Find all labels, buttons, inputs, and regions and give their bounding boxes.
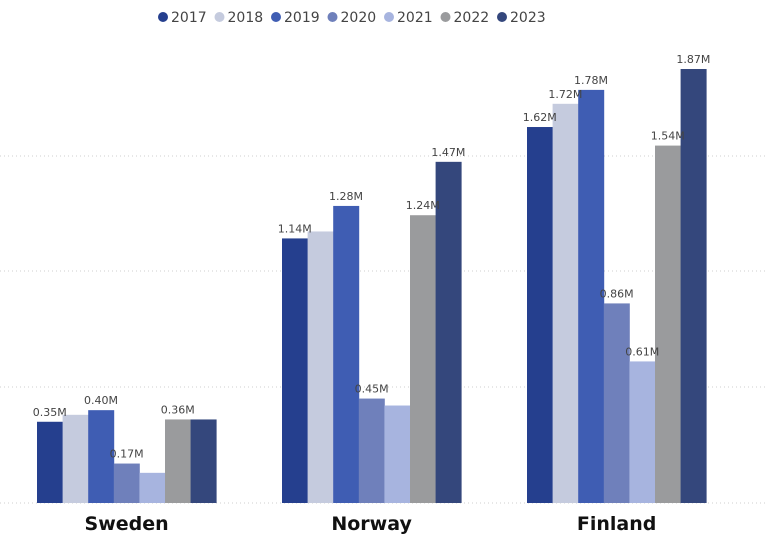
legend-label: 2019 (284, 10, 320, 26)
data-labels: 0.35M 0.40M 0.17M 0.36M 1.14M 1.28M 0.45M 1.24M… (33, 53, 711, 461)
data-label: 0.45M (355, 383, 389, 396)
bar-finland-2019 (578, 89, 605, 504)
category-label: Norway (331, 513, 412, 535)
bar-sweden-2022 (165, 419, 191, 503)
legend-label: 2018 (228, 10, 264, 26)
legend-item: 2022 (440, 10, 490, 26)
bar-sweden-2018 (62, 414, 89, 503)
data-label: 1.87M (676, 53, 710, 66)
data-label: 0.35M (33, 406, 67, 419)
legend-label: 2020 (341, 10, 377, 26)
bar-finland-2018 (552, 103, 579, 503)
data-label: 1.47M (431, 146, 465, 159)
bar-finland-2023 (680, 69, 707, 503)
bar-sweden-2019 (88, 410, 115, 503)
data-label: 1.24M (406, 199, 440, 212)
category-label: Finland (577, 513, 656, 535)
bar-norway-2023 (435, 161, 462, 503)
data-label: 1.78M (574, 74, 608, 87)
data-label: 1.72M (548, 88, 582, 101)
data-label: 0.61M (625, 345, 659, 358)
legend-item: 2021 (384, 10, 433, 26)
legend-marker (327, 12, 338, 22)
legend-item: 2018 (214, 10, 264, 26)
bar-norway-2019 (333, 205, 360, 503)
legend-item: 2020 (327, 10, 377, 26)
legend-marker (214, 12, 225, 22)
data-label: 1.28M (329, 190, 363, 203)
bars (37, 69, 707, 504)
bar-sweden-2021 (139, 472, 166, 503)
legend-item: 2019 (271, 10, 320, 26)
data-label: 0.36M (161, 403, 195, 416)
bar-sweden-2023 (190, 419, 217, 503)
legend-marker (440, 12, 451, 22)
bar-norway-2020 (358, 398, 385, 503)
bar-norway-2021 (384, 405, 411, 503)
legend: 2017 2018 2019 2020 2021 2022 2023 (158, 10, 546, 26)
legend-label: 2022 (454, 10, 490, 26)
data-label: 0.17M (110, 448, 144, 461)
bar-sweden-2020 (113, 463, 140, 503)
legend-label: 2017 (171, 10, 207, 26)
category-label: Sweden (85, 513, 169, 535)
data-label: 0.40M (84, 394, 118, 407)
bar-norway-2022 (410, 215, 436, 503)
category-labels: Sweden Norway Finland (85, 513, 657, 535)
bar-finland-2022 (655, 145, 681, 503)
bar-norway-2018 (307, 231, 334, 503)
data-label: 1.54M (651, 130, 685, 143)
bar-finland-2017 (527, 127, 553, 503)
legend-marker (271, 12, 281, 22)
bar-finland-2020 (603, 303, 630, 503)
legend-marker (497, 12, 507, 22)
legend-item: 2017 (158, 10, 207, 26)
legend-marker (158, 12, 168, 22)
data-label: 1.62M (523, 111, 557, 124)
bar-sweden-2017 (37, 421, 63, 503)
legend-marker (384, 12, 394, 22)
data-label: 0.86M (600, 287, 634, 300)
data-label: 1.14M (278, 222, 312, 235)
legend-item: 2023 (497, 10, 546, 26)
legend-label: 2021 (397, 10, 433, 26)
bar-finland-2021 (629, 361, 656, 503)
bar-norway-2017 (282, 238, 308, 503)
legend-label: 2023 (510, 10, 546, 26)
